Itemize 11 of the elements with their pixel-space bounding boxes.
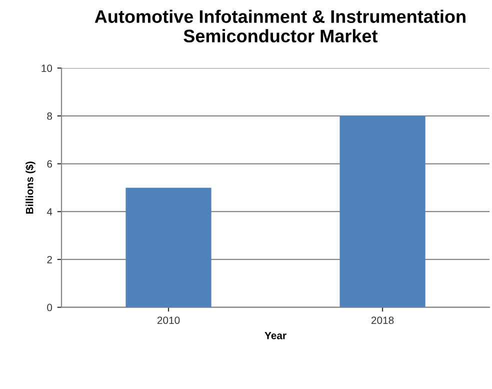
y-tick-label: 0 <box>47 304 52 312</box>
y-tick-label: 2 <box>47 256 52 264</box>
y-tick-label: 4 <box>46 208 52 216</box>
y-tick-label: 8 <box>47 112 52 120</box>
y-axis-title: Billions ($) <box>25 162 36 214</box>
x-tick-label: 2018 <box>371 316 394 324</box>
x-axis-title: Year <box>264 332 286 340</box>
y-tick-label: 6 <box>47 160 52 168</box>
x-tick-label: 2010 <box>157 316 180 324</box>
chart-title: Automotive Infotainment & Instrumentation Semiconductor Market <box>94 10 466 42</box>
y-tick-label: 10 <box>42 64 52 72</box>
